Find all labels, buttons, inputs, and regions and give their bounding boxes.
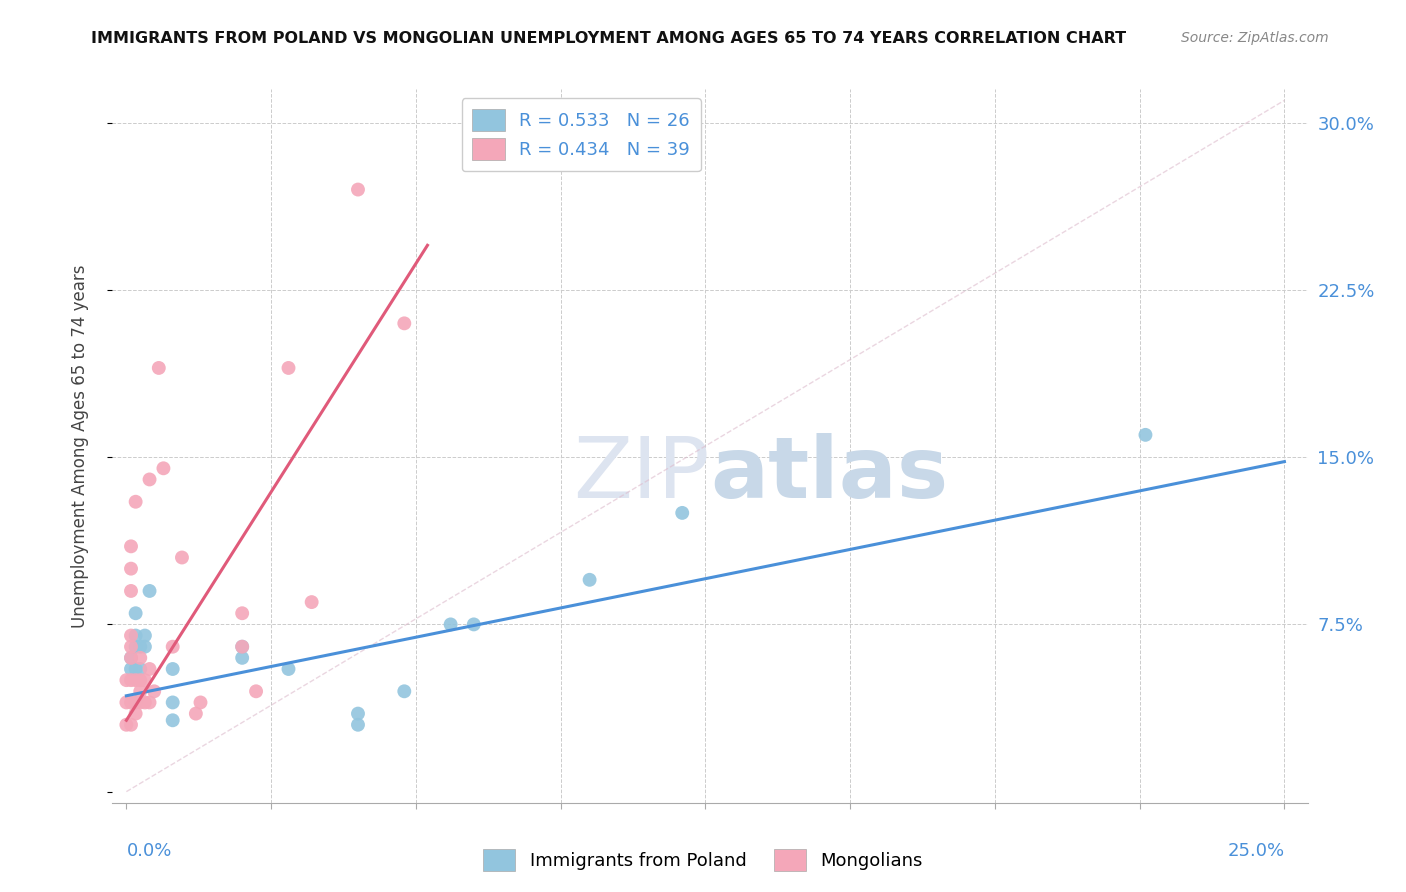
Point bbox=[162, 662, 184, 676]
Point bbox=[152, 461, 174, 475]
Point bbox=[148, 360, 170, 375]
Legend: Immigrants from Poland, Mongolians: Immigrants from Poland, Mongolians bbox=[475, 842, 931, 879]
Point bbox=[124, 628, 146, 642]
Point bbox=[129, 696, 152, 710]
Point bbox=[301, 595, 323, 609]
Point bbox=[138, 696, 160, 710]
Point bbox=[129, 662, 152, 676]
Point bbox=[138, 472, 160, 486]
Point bbox=[463, 617, 485, 632]
Text: IMMIGRANTS FROM POLAND VS MONGOLIAN UNEMPLOYMENT AMONG AGES 65 TO 74 YEARS CORRE: IMMIGRANTS FROM POLAND VS MONGOLIAN UNEM… bbox=[91, 31, 1126, 46]
Text: 0.0%: 0.0% bbox=[127, 842, 172, 860]
Point bbox=[347, 706, 370, 721]
Point bbox=[277, 360, 299, 375]
Point bbox=[120, 717, 142, 731]
Point bbox=[394, 316, 416, 330]
Point bbox=[671, 506, 693, 520]
Point bbox=[134, 640, 156, 654]
Point bbox=[231, 640, 253, 654]
Point bbox=[120, 640, 142, 654]
Point bbox=[170, 550, 193, 565]
Point bbox=[1135, 427, 1157, 442]
Point bbox=[231, 651, 253, 665]
Point bbox=[162, 640, 184, 654]
Point bbox=[138, 662, 160, 676]
Point bbox=[115, 696, 138, 710]
Point bbox=[129, 684, 152, 698]
Point bbox=[231, 640, 253, 654]
Point bbox=[124, 607, 146, 621]
Point bbox=[277, 662, 299, 676]
Point bbox=[124, 706, 146, 721]
Text: ZIP: ZIP bbox=[574, 433, 710, 516]
Point bbox=[124, 494, 146, 508]
Point bbox=[394, 684, 416, 698]
Point bbox=[347, 717, 370, 731]
Point bbox=[138, 583, 160, 598]
Point bbox=[124, 673, 146, 687]
Point bbox=[184, 706, 207, 721]
Point bbox=[115, 673, 138, 687]
Point bbox=[120, 651, 142, 665]
Point bbox=[134, 696, 156, 710]
Point bbox=[115, 717, 138, 731]
Point bbox=[124, 662, 146, 676]
Point bbox=[120, 628, 142, 642]
Point bbox=[120, 673, 142, 687]
Legend: R = 0.533   N = 26, R = 0.434   N = 39: R = 0.533 N = 26, R = 0.434 N = 39 bbox=[461, 98, 702, 171]
Point bbox=[129, 640, 152, 654]
Point bbox=[440, 617, 463, 632]
Point bbox=[129, 673, 152, 687]
Point bbox=[143, 684, 166, 698]
Text: 25.0%: 25.0% bbox=[1227, 842, 1285, 860]
Point bbox=[120, 696, 142, 710]
Point bbox=[578, 573, 600, 587]
Point bbox=[231, 607, 253, 621]
Point bbox=[245, 684, 267, 698]
Text: Source: ZipAtlas.com: Source: ZipAtlas.com bbox=[1181, 31, 1329, 45]
Point bbox=[124, 640, 146, 654]
Text: atlas: atlas bbox=[710, 433, 948, 516]
Point bbox=[134, 673, 156, 687]
Point bbox=[129, 651, 152, 665]
Point bbox=[120, 539, 142, 553]
Point bbox=[162, 696, 184, 710]
Point bbox=[120, 562, 142, 576]
Point bbox=[120, 662, 142, 676]
Point bbox=[120, 583, 142, 598]
Point bbox=[347, 182, 370, 196]
Point bbox=[190, 696, 212, 710]
Point bbox=[124, 696, 146, 710]
Point bbox=[124, 696, 146, 710]
Point bbox=[120, 651, 142, 665]
Point bbox=[134, 628, 156, 642]
Y-axis label: Unemployment Among Ages 65 to 74 years: Unemployment Among Ages 65 to 74 years bbox=[70, 264, 89, 628]
Point bbox=[162, 714, 184, 728]
